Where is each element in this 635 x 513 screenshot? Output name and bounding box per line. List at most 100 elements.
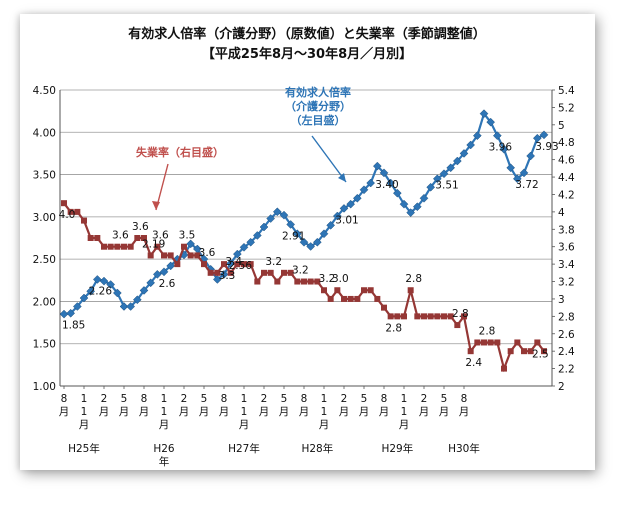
unemployment-point	[387, 313, 394, 320]
data-label: 3.6	[152, 230, 169, 242]
jobs-ratio-point	[472, 131, 482, 141]
unemployment-point	[481, 339, 487, 346]
data-label: 3.6	[112, 230, 129, 242]
y-right-tick-label: 5.4	[558, 85, 575, 97]
unemployment-point	[334, 287, 341, 294]
jobs-ratio-arrow	[311, 135, 347, 183]
unemployment-point	[94, 235, 101, 241]
unemployment-point	[67, 208, 74, 215]
x-month-label: 1	[161, 393, 168, 405]
unemployment-point	[314, 278, 321, 285]
unemployment-point	[514, 339, 521, 346]
jobs-ratio-point	[159, 267, 169, 277]
jobs-ratio-point	[526, 151, 536, 161]
data-label: 2.5	[532, 348, 549, 360]
x-month-label: 5	[281, 393, 288, 405]
x-month-label: 5	[441, 393, 448, 405]
data-label: 2.8	[405, 273, 422, 285]
y-right-tick-label: 5.2	[558, 102, 575, 114]
jobs-ratio-point	[372, 161, 382, 171]
y-right-tick-label: 3.8	[558, 224, 575, 236]
data-label: 3.97	[542, 14, 565, 17]
unemployment-point	[207, 269, 214, 276]
unemployment-annotation: 失業率（右目盛）	[136, 145, 224, 159]
x-month-label: 月	[159, 419, 170, 431]
y-right-tick-label: 2.8	[558, 311, 575, 323]
jobs-ratio-point	[246, 237, 256, 247]
x-month-label: 8	[461, 393, 468, 405]
unemployment-point	[394, 313, 401, 320]
unemployment-point	[154, 243, 161, 250]
x-month-label: 月	[379, 406, 390, 418]
x-month-label: 月	[339, 406, 350, 418]
jobs-ratio-point	[426, 182, 436, 192]
unemployment-point	[407, 287, 414, 294]
data-label: 3.4	[225, 256, 242, 268]
unemployment-point	[527, 348, 534, 355]
chart-subtitle: 【平成25年8月～30年8月／月別】	[202, 46, 412, 62]
x-month-label: 月	[239, 419, 250, 431]
data-label: 2.26	[89, 285, 113, 297]
y-left-tick-label: 3.50	[33, 170, 56, 182]
jobs-ratio-point	[539, 130, 549, 140]
x-month-label: 1	[161, 406, 168, 418]
jobs-ratio-point	[339, 204, 349, 213]
x-month-label: 月	[139, 406, 150, 418]
x-year-label: H27年	[228, 442, 260, 455]
jobs-ratio-point	[239, 242, 249, 252]
y-right-tick-label: 3.4	[558, 259, 575, 271]
data-label: 3.2	[319, 273, 336, 285]
jobs-ratio-point	[132, 295, 142, 305]
unemployment-point	[234, 261, 241, 268]
jobs-ratio-point	[232, 249, 242, 259]
x-month-label: 月	[259, 406, 270, 418]
jobs-ratio-point	[366, 178, 376, 188]
unemployment-point	[521, 348, 527, 355]
unemployment-point	[254, 278, 261, 285]
x-month-label: 月	[219, 406, 230, 418]
unemployment-point	[61, 200, 67, 207]
chart-title: 有効求人倍率（介護分野）（原数値）と失業率（季節調整値）	[128, 26, 486, 42]
unemployment-point	[221, 261, 227, 268]
unemployment-point	[541, 348, 547, 355]
data-label: 2.19	[142, 238, 165, 250]
unemployment-point	[494, 339, 501, 346]
jobs-ratio-point	[72, 302, 82, 311]
jobs-ratio-point	[446, 163, 456, 173]
unemployment-point	[267, 269, 274, 276]
jobs-ratio-point	[186, 239, 196, 249]
unemployment-point	[274, 278, 281, 285]
jobs-ratio-point	[119, 302, 129, 311]
y-right-tick-label: 2.4	[558, 346, 575, 358]
x-month-label: 5	[361, 393, 368, 405]
unemployment-point	[127, 243, 134, 250]
unemployment-point	[287, 269, 294, 276]
jobs-ratio-point	[432, 174, 442, 184]
data-label: 3.51	[435, 180, 458, 192]
unemployment-point	[427, 313, 434, 320]
data-label: 3.0	[332, 273, 349, 285]
jobs-ratio-point	[79, 293, 89, 303]
x-month-label: 月	[299, 406, 310, 418]
unemployment-point	[381, 304, 387, 311]
unemployment-point	[347, 295, 354, 302]
jobs-ratio-point	[59, 309, 69, 319]
jobs-ratio-point	[226, 259, 236, 268]
jobs-ratio-point	[99, 276, 109, 286]
jobs-ratio-point	[92, 275, 102, 284]
unemployment-point	[321, 287, 327, 294]
data-label: 1.85	[62, 319, 85, 331]
chart-svg: 有効求人倍率（介護分野）（原数値）と失業率（季節調整値） 【平成25年8月～30年…	[33, 14, 575, 468]
unemployment-point	[294, 278, 301, 285]
jobs-ratio-point	[359, 185, 369, 195]
unemployment-point	[307, 278, 314, 285]
unemployment-point	[87, 235, 94, 241]
x-year-label: 年	[159, 455, 170, 468]
x-month-label: 8	[221, 393, 228, 405]
unemployment-point	[74, 208, 81, 215]
jobs-ratio-point	[352, 193, 362, 203]
x-month-label: 5	[201, 393, 208, 405]
x-month-label: 月	[419, 406, 430, 418]
x-month-label: 5	[121, 393, 128, 405]
data-label: 2.8	[479, 325, 496, 337]
